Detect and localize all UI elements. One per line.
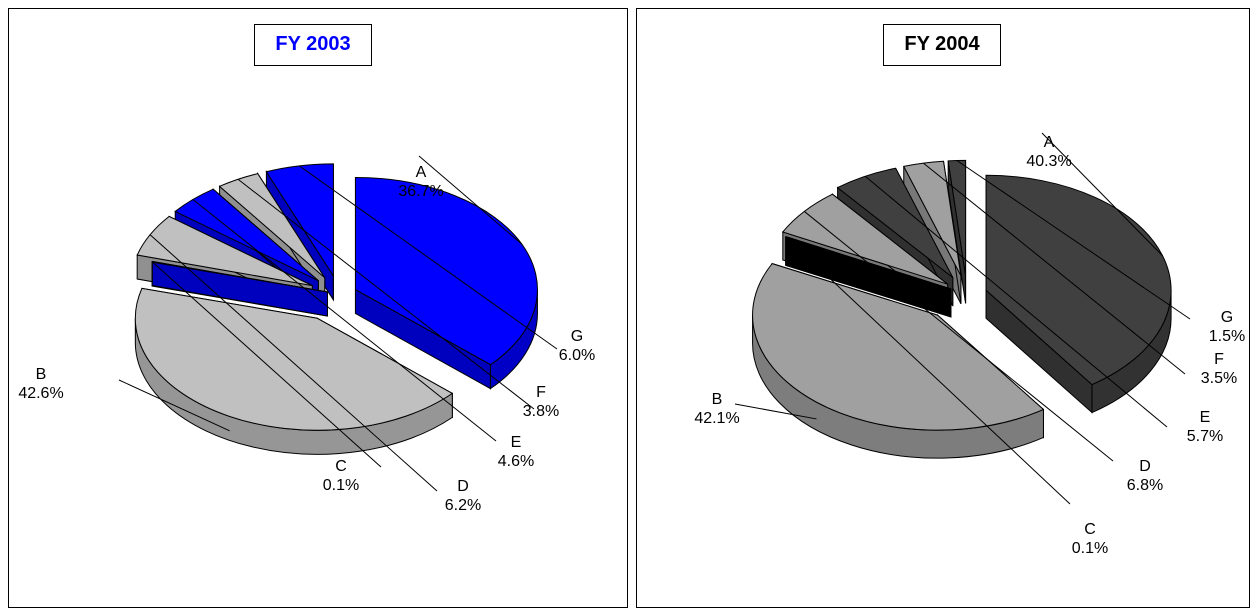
data-label-c: C 0.1% <box>785 236 1108 557</box>
chart-title-fy2003: FY 2003 <box>254 24 372 66</box>
chart-panel-fy2004: FY 2004 A 40.3% B 42.1% C 0.1% D 6.8% E 5.7% F 3.5%… <box>636 8 1250 608</box>
leader-line <box>298 165 558 350</box>
leader-line <box>192 199 497 442</box>
label-percent: 36.7% <box>398 183 443 200</box>
pie-slice-top <box>752 263 1045 431</box>
leader-line <box>151 261 382 468</box>
chart-title-fy2004: FY 2004 <box>883 24 1001 66</box>
data-label-e: E 5.7% <box>864 175 1223 445</box>
leader-line <box>923 162 1186 375</box>
leader-line <box>864 175 1168 428</box>
pie-slice-top <box>902 160 962 276</box>
label-percent: 3.8% <box>523 403 559 420</box>
label-category: G <box>571 328 583 345</box>
data-label-b: B 42.6% <box>18 366 230 432</box>
leader-line <box>418 155 523 245</box>
label-category: D <box>457 478 469 495</box>
label-category: A <box>1044 134 1055 151</box>
label-percent: 4.6% <box>498 453 534 470</box>
label-percent: 42.1% <box>694 410 739 427</box>
data-label-b: B 42.1% <box>694 391 817 427</box>
label-category: C <box>335 458 347 475</box>
data-label-d: D 6.8% <box>804 211 1163 494</box>
label-percent: 0.1% <box>323 477 359 494</box>
pie-chart-fy2003: A 36.7% B 42.6% C 0.1% D 6.2% E 4.6% F 3.8% G 6.0% <box>18 155 595 514</box>
pie-slice-g <box>947 159 967 304</box>
leader-line <box>785 236 1071 505</box>
label-category: F <box>536 384 546 401</box>
leader-line <box>118 379 230 432</box>
leader-line <box>956 160 1191 320</box>
data-label-e: E 4.6% <box>192 199 534 470</box>
label-percent: 3.5% <box>1201 370 1237 387</box>
label-percent: 1.5% <box>1209 328 1245 345</box>
label-percent: 5.7% <box>1187 428 1223 445</box>
chart-panel-fy2003: FY 2003 A 36.7% B 42.6% C 0.1% D 6.2% E 4.6% F 3.8%… <box>8 8 628 608</box>
pie-slice-b <box>134 287 454 455</box>
pie-slice-a <box>354 177 538 390</box>
label-category: B <box>712 391 723 408</box>
pie-slice-b <box>752 262 1045 459</box>
label-category: C <box>1084 521 1096 538</box>
label-percent: 6.8% <box>1127 477 1163 494</box>
leader-line <box>1041 132 1163 257</box>
label-category: B <box>36 366 47 383</box>
label-category: F <box>1214 351 1224 368</box>
leader-line <box>734 403 817 420</box>
leader-line <box>149 234 438 492</box>
label-category: G <box>1221 309 1233 326</box>
label-percent: 0.1% <box>1072 540 1108 557</box>
data-label-a: A 40.3% <box>1026 132 1163 257</box>
data-label-c: C 0.1% <box>151 261 382 494</box>
label-percent: 42.6% <box>18 385 63 402</box>
label-percent: 6.2% <box>445 497 481 514</box>
pie-slice-top <box>134 287 454 431</box>
pie-chart-fy2004: A 40.3% B 42.1% C 0.1% D 6.8% E 5.7% F 3.5% G 1.5% <box>694 132 1245 557</box>
leader-line <box>237 178 535 410</box>
label-category: E <box>1200 409 1211 426</box>
pie-slice-a <box>985 174 1172 414</box>
data-label-g: G 1.5% <box>956 160 1245 345</box>
leader-line <box>804 211 1114 462</box>
data-label-a: A 36.7% <box>398 155 523 245</box>
data-label-d: D 6.2% <box>149 234 481 514</box>
label-percent: 6.0% <box>559 347 595 364</box>
label-category: A <box>416 164 427 181</box>
data-label-f: F 3.8% <box>237 178 559 420</box>
label-category: D <box>1139 458 1151 475</box>
label-category: E <box>511 434 522 451</box>
data-label-g: G 6.0% <box>298 165 595 364</box>
label-percent: 40.3% <box>1026 153 1071 170</box>
pie-slice-top <box>354 177 538 366</box>
data-label-f: F 3.5% <box>923 162 1237 387</box>
